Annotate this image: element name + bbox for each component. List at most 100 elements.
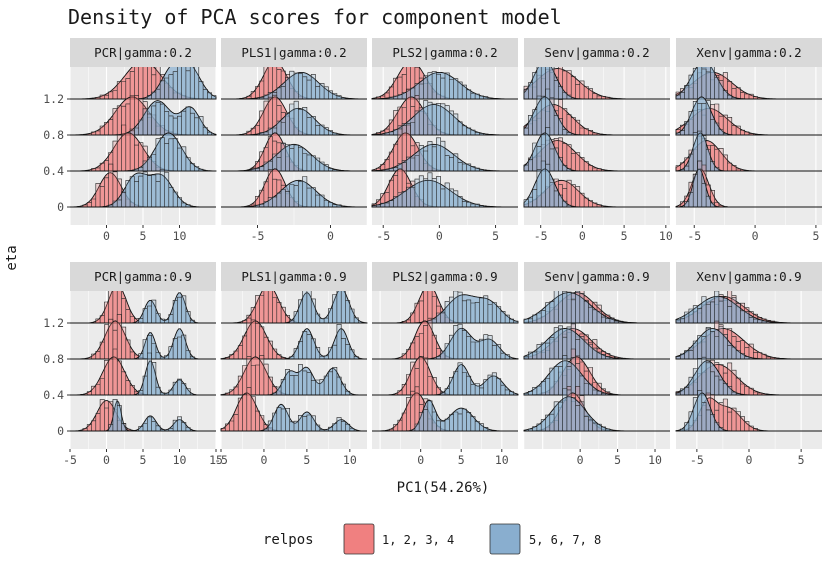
y-tick-label: 0.4 [43,164,64,178]
histogram-blue-eta-0.4 [523,127,572,171]
x-tick-label: 5 [798,453,805,467]
x-tick-label: 0 [103,229,110,243]
strip-background [676,262,822,291]
histogram-blue-eta-0.8 [289,324,359,359]
strip-label: Senv|gamma:0.2 [544,45,649,60]
strip-background [70,262,216,291]
histogram-blue-eta-0.8 [523,323,611,359]
y-tick-label: 1.2 [43,316,64,330]
x-tick-label: 10 [343,453,357,467]
strip-background [372,262,518,291]
strip-label: Xenv|gamma:0.2 [696,45,801,60]
x-tick-label: 10 [173,453,187,467]
x-tick-label: 5 [621,229,628,243]
histogram-blue-eta-0.4 [384,137,484,171]
histogram-blue-eta-0.8 [125,102,212,135]
histogram-blue-eta-0.4 [523,355,606,395]
y-tick-label: 0 [57,424,64,438]
x-tick-label: -5 [214,453,228,467]
histogram-blue-eta-0.4 [138,352,191,395]
y-tick-label: 0.4 [43,388,64,402]
x-tick-label: 15 [209,453,223,467]
histogram-blue-eta-1.2 [388,71,489,99]
legend-swatch-blue [489,523,521,555]
panel-8: Senv|gamma:0.9 0 5 10 [523,262,670,467]
strip-label: Senv|gamma:0.9 [544,269,649,284]
histogram-blue-eta-0 [414,400,489,431]
y-tick-label: 1.2 [43,92,64,106]
histogram-blue-eta-0.8 [523,88,572,135]
x-tick-label: 0 [436,229,443,243]
x-tick-label: -5 [534,229,548,243]
histogram-blue-eta-1.2 [138,295,195,323]
x-tick-label: -5 [251,229,265,243]
histogram-blue-eta-0 [255,176,342,207]
histogram-blue-eta-0 [680,390,724,431]
strip-label: PCR|gamma:0.2 [94,45,192,60]
x-tick-label: 10 [173,229,187,243]
legend-label-red: 1, 2, 3, 4 [382,533,454,547]
histogram-blue-eta-0 [108,169,191,207]
strip-background [70,38,216,67]
x-tick-label: -5 [376,229,390,243]
histogram-blue-eta-1.2 [675,290,767,323]
panel-6: PLS1|gamma:0.9 -5 0 5 10 [214,262,368,467]
x-tick-label: 5 [492,229,499,243]
x-tick-label: 0 [577,453,584,467]
x-axis-title: PC1(54.26%) [397,480,490,496]
histogram-blue-eta-0.4 [272,364,351,395]
histogram-red-eta-0.8 [91,314,144,359]
x-tick-label: 0 [103,453,110,467]
panel-1: PLS1|gamma:0.2 -5 0 [220,38,368,243]
y-tick-label: 0 [57,200,64,214]
x-tick-label: 0 [260,453,267,467]
x-tick-label: 5 [140,229,147,243]
x-tick-label: 5 [614,453,621,467]
histogram-blue-eta-0.4 [134,137,204,171]
y-tick-label: 0.8 [43,128,64,142]
x-tick-label: 0 [579,229,586,243]
x-tick-label: 0 [752,229,759,243]
histogram-blue-eta-1.2 [259,70,342,99]
x-tick-label: 10 [659,229,673,243]
histogram-blue-eta-0.4 [250,142,338,171]
panel-3: Senv|gamma:0.2 -5 0 5 10 [523,38,673,243]
histogram-blue-eta-0.8 [138,334,195,359]
strip-label: PLS2|gamma:0.2 [392,45,497,60]
histogram-red-eta-0 [220,387,273,431]
panel-9: Xenv|gamma:0.9 -5 0 5 [675,262,822,467]
histogram-blue-eta-0 [528,388,611,431]
histogram-blue-eta-0.4 [675,356,741,395]
strip-label: Xenv|gamma:0.9 [696,269,801,284]
histogram-blue-eta-0 [108,399,191,431]
legend-label-blue: 5, 6, 7, 8 [529,533,601,547]
panel-0: PCR|gamma:0.2 0 5 10 0 0.4 0.8 1.2 [43,38,217,243]
x-tick-label: 5 [458,453,465,467]
strip-background [524,38,670,67]
x-tick-label: -5 [687,229,701,243]
x-tick-label: 0 [327,229,334,243]
histogram-red-eta-0.4 [397,356,446,395]
x-tick-label: 5 [140,453,147,467]
x-tick-label: 10 [495,453,509,467]
strip-background [372,38,518,67]
panels-layer: PCR|gamma:0.2 0 5 10 0 0.4 0.8 1.2 PLS1|gamma:0.… [43,38,822,467]
histogram-blue-eta-1.2 [427,290,519,323]
histogram-blue-eta-1.2 [675,53,737,99]
panel-7: PLS2|gamma:0.9 0 5 10 [372,262,519,467]
histogram-blue-eta-0.4 [680,130,720,171]
panel-5: PCR|gamma:0.9 -5 0 5 10 15 0 0.4 0.8 1.2 [43,262,223,467]
histogram-blue-eta-0 [523,160,572,207]
strip-background [221,262,367,291]
x-tick-label: 5 [812,229,819,243]
legend: relpos 1, 2, 3, 4 5, 6, 7, 8 [263,523,601,555]
histogram-red-eta-0.8 [225,317,286,359]
strip-background [676,38,822,67]
strip-label: PLS1|gamma:0.9 [241,269,346,284]
histogram-red-eta-0.4 [86,348,144,395]
legend-swatch-red [343,523,375,555]
histogram-blue-eta-0.8 [436,323,510,359]
legend-title: relpos [263,532,314,548]
